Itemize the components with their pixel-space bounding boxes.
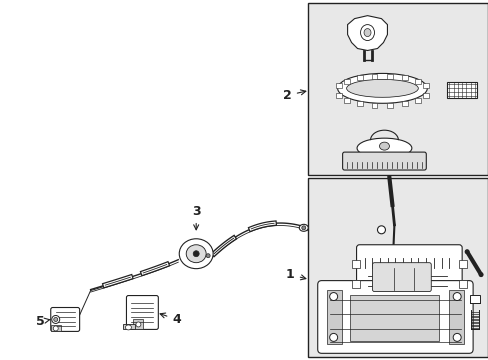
Ellipse shape [360, 24, 374, 41]
Bar [123, 324, 135, 329]
FancyBboxPatch shape [51, 307, 80, 332]
Ellipse shape [464, 249, 468, 254]
Bar [386, 103, 393, 108]
Bar [386, 74, 393, 78]
Ellipse shape [478, 272, 483, 277]
FancyBboxPatch shape [372, 263, 430, 292]
Bar [414, 98, 420, 103]
Ellipse shape [193, 251, 199, 257]
Text: 1: 1 [285, 268, 305, 281]
Bar [356, 75, 362, 80]
Ellipse shape [346, 80, 417, 97]
Bar [448, 289, 463, 345]
Bar [307, 3, 487, 175]
Bar [351, 280, 359, 288]
Text: 5: 5 [36, 315, 50, 328]
Bar [307, 178, 487, 357]
Bar [422, 94, 427, 98]
Ellipse shape [356, 138, 411, 158]
Bar [336, 94, 342, 98]
Text: 3: 3 [191, 205, 200, 230]
Ellipse shape [54, 318, 58, 321]
Ellipse shape [53, 326, 58, 331]
Bar [422, 83, 427, 88]
Bar [133, 319, 143, 329]
Bar [51, 325, 61, 332]
Bar [458, 280, 466, 288]
FancyBboxPatch shape [317, 280, 472, 353]
Ellipse shape [379, 142, 388, 150]
FancyBboxPatch shape [356, 245, 461, 306]
Ellipse shape [452, 333, 460, 341]
Ellipse shape [377, 226, 385, 234]
Bar [402, 75, 407, 80]
Bar [349, 294, 438, 341]
Ellipse shape [452, 293, 460, 301]
Ellipse shape [301, 226, 305, 230]
FancyBboxPatch shape [126, 296, 158, 329]
Bar [351, 260, 359, 268]
Ellipse shape [299, 224, 307, 231]
Ellipse shape [329, 293, 337, 301]
Bar [356, 101, 362, 106]
Bar [326, 289, 341, 345]
Ellipse shape [363, 28, 370, 37]
Bar [469, 294, 479, 302]
Bar [402, 101, 407, 106]
Bar [344, 98, 349, 103]
Bar [371, 74, 377, 78]
Bar [458, 260, 466, 268]
Ellipse shape [136, 322, 141, 327]
Ellipse shape [52, 315, 60, 323]
Bar [371, 103, 377, 108]
Bar [336, 83, 342, 88]
Bar [447, 82, 476, 98]
Ellipse shape [125, 325, 131, 330]
Bar [414, 79, 420, 84]
Ellipse shape [186, 245, 206, 263]
Text: 4: 4 [160, 313, 181, 326]
Ellipse shape [179, 239, 213, 269]
Ellipse shape [206, 254, 210, 258]
Ellipse shape [337, 73, 427, 103]
Bar [344, 79, 349, 84]
Ellipse shape [329, 333, 337, 341]
FancyBboxPatch shape [342, 152, 426, 170]
Polygon shape [347, 15, 386, 50]
Text: 2: 2 [283, 89, 305, 102]
